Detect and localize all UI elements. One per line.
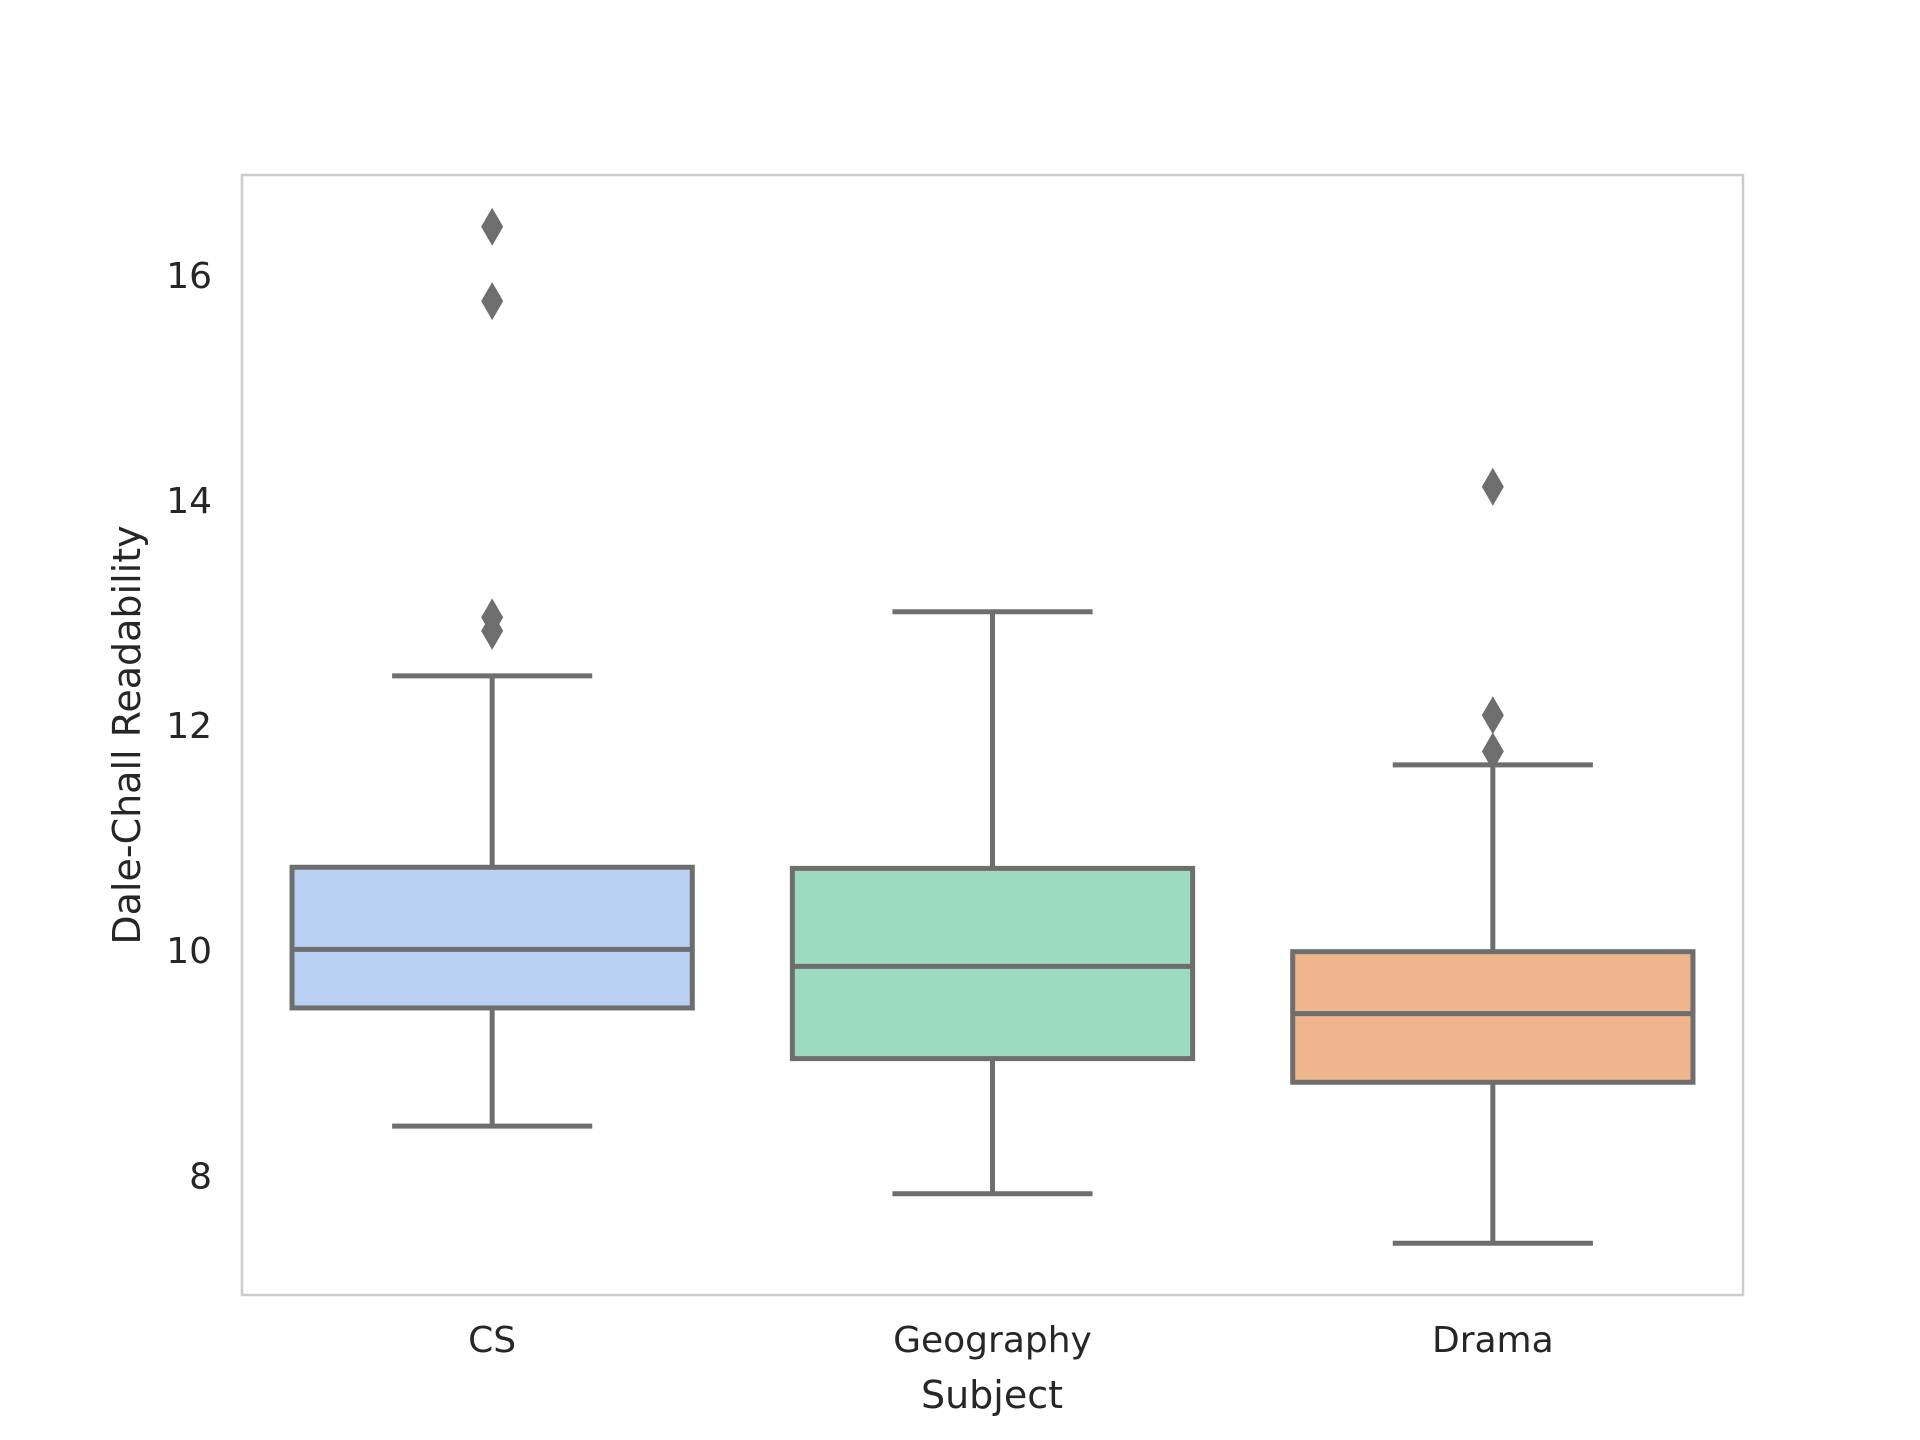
box-group: [1290, 467, 1696, 1246]
x-tick-label: Geography: [893, 1320, 1092, 1361]
plot-frame: [240, 173, 1745, 1297]
outlier-point: [481, 282, 504, 321]
x-axis-label: Subject: [921, 1373, 1063, 1417]
y-tick-label: 16: [166, 256, 212, 297]
outlier-point: [1481, 732, 1504, 771]
boxes-layer: [289, 207, 1696, 1246]
x-axis-ticks: CS Geography Drama: [468, 1320, 1554, 1361]
outlier-point: [481, 207, 504, 246]
box-iqr: [1290, 949, 1696, 1085]
outlier-point: [1481, 467, 1504, 506]
y-tick-label: 12: [166, 706, 212, 747]
box-iqr: [289, 864, 695, 1011]
box-group: [289, 207, 695, 1129]
x-tick-label: CS: [468, 1320, 516, 1361]
y-tick-label: 8: [189, 1156, 212, 1197]
y-tick-label: 14: [166, 481, 212, 522]
x-tick-label: Drama: [1432, 1320, 1554, 1361]
box-iqr: [789, 865, 1196, 1062]
y-tick-label: 10: [166, 931, 212, 972]
y-axis-ticks: 8 10 12 14 16: [166, 256, 212, 1198]
y-axis-label: Dale-Chall Readability: [105, 525, 149, 944]
outlier-point: [1481, 696, 1504, 735]
outlier-point: [481, 598, 504, 637]
box-group: [789, 609, 1196, 1197]
